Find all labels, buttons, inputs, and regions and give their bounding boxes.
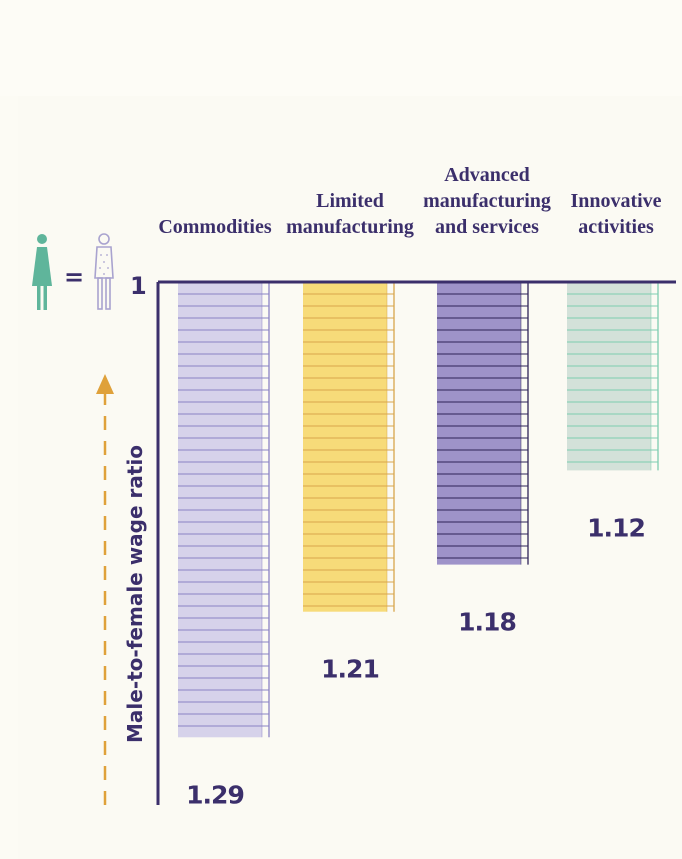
category-label-line: Advanced (444, 164, 530, 186)
category-label-line: manufacturing (423, 190, 551, 212)
bar-1 (178, 282, 270, 738)
bar-fill (437, 282, 521, 565)
category-label-1: Commodities (158, 216, 272, 238)
category-label-3: Advanced manufacturing and services (423, 164, 551, 238)
value-label-2: 1.21 (321, 655, 379, 684)
category-label-2: Limited manufacturing (286, 190, 414, 238)
female-figure-icon (32, 234, 52, 310)
equals-sign: = (64, 263, 84, 291)
bar-fill (567, 282, 651, 471)
category-label-line: Innovative (570, 190, 661, 212)
value-label-4: 1.12 (587, 513, 645, 542)
axis-arrowhead (96, 374, 114, 394)
bar-2 (303, 282, 395, 612)
category-label-line: activities (578, 216, 654, 238)
bars-group (178, 282, 659, 738)
value-label-3: 1.18 (458, 608, 516, 637)
category-label-line: and services (435, 216, 539, 238)
header-band (0, 0, 682, 96)
y-axis-title: Male-to-female wage ratio (123, 445, 147, 743)
category-label-line: Limited (316, 190, 384, 212)
male-icon-dots (99, 254, 109, 275)
baseline-label: 1 (130, 272, 147, 300)
value-label-1: 1.29 (186, 780, 244, 809)
category-label-4: Innovative activities (570, 190, 661, 238)
male-figure-icon (94, 233, 114, 310)
bar-fill (303, 282, 387, 612)
bar-4 (567, 282, 659, 471)
category-label-line: manufacturing (286, 216, 414, 238)
category-label-line: Commodities (158, 216, 272, 238)
category-labels: Commodities Limited manufacturing Advanced m… (158, 164, 661, 238)
bar-3 (437, 282, 529, 565)
value-labels: 1.29 1.21 1.18 1.12 (186, 513, 646, 809)
